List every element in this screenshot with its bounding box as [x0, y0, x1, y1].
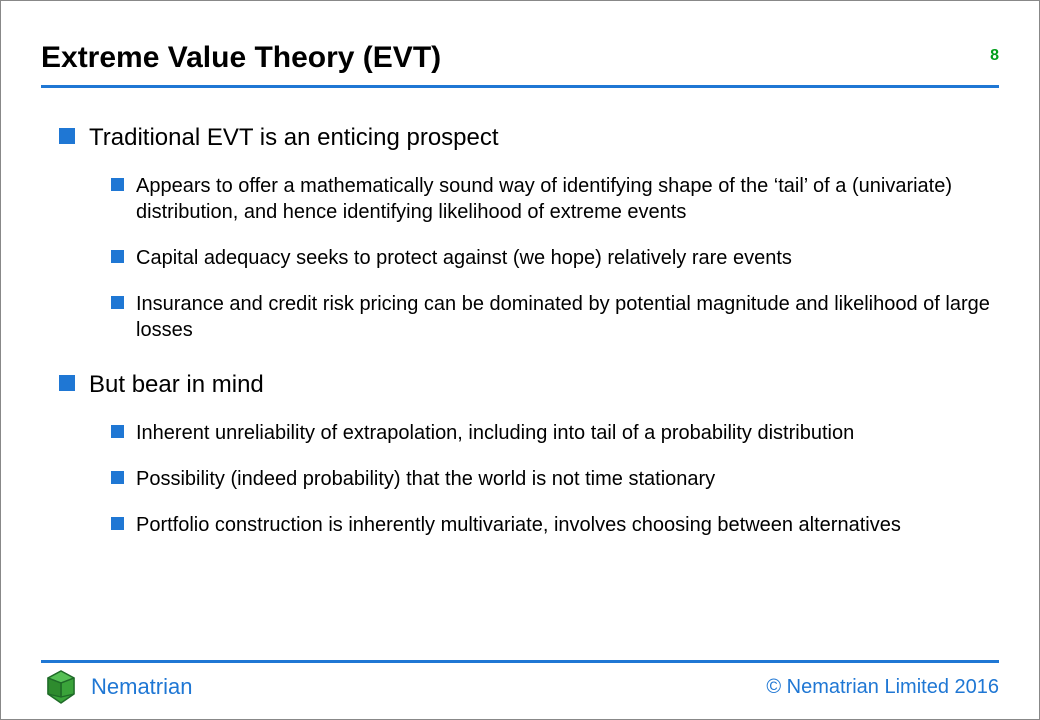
bullet-square-icon — [111, 471, 124, 484]
header: Extreme Value Theory (EVT) 8 — [41, 41, 999, 75]
bullet-square-icon — [111, 425, 124, 438]
footer-rule — [41, 660, 999, 663]
bullet-square-icon — [111, 250, 124, 263]
brand: Nematrian — [41, 667, 192, 707]
logo-icon — [41, 667, 81, 707]
bullet-item: Capital adequacy seeks to protect agains… — [111, 245, 999, 271]
bullet-text: Capital adequacy seeks to protect agains… — [136, 245, 792, 271]
bullet-text: Appears to offer a mathematically sound … — [136, 173, 999, 225]
bullet-square-icon — [111, 178, 124, 191]
bullet-square-icon — [111, 517, 124, 530]
section-heading-text: Traditional EVT is an enticing prospect — [89, 122, 499, 153]
content-area: Traditional EVT is an enticing prospect … — [41, 106, 999, 649]
bullet-text: Portfolio construction is inherently mul… — [136, 512, 901, 538]
bullet-item: Appears to offer a mathematically sound … — [111, 173, 999, 225]
title-rule — [41, 85, 999, 88]
bullet-item: Portfolio construction is inherently mul… — [111, 512, 999, 538]
bullet-item: Inherent unreliability of extrapolation,… — [111, 420, 999, 446]
section-heading-text: But bear in mind — [89, 369, 264, 400]
slide: Extreme Value Theory (EVT) 8 Traditional… — [0, 0, 1040, 720]
bullet-item: Possibility (indeed probability) that th… — [111, 466, 999, 492]
bullet-square-icon — [59, 128, 75, 144]
section-heading: But bear in mind — [59, 369, 999, 400]
bullet-text: Insurance and credit risk pricing can be… — [136, 291, 999, 343]
copyright: © Nematrian Limited 2016 — [766, 676, 999, 699]
footer: Nematrian © Nematrian Limited 2016 — [41, 665, 999, 709]
slide-title: Extreme Value Theory (EVT) — [41, 41, 441, 75]
section-heading: Traditional EVT is an enticing prospect — [59, 122, 999, 153]
bullet-text: Possibility (indeed probability) that th… — [136, 466, 715, 492]
page-number: 8 — [990, 47, 999, 65]
bullet-text: Inherent unreliability of extrapolation,… — [136, 420, 854, 446]
bullet-square-icon — [111, 296, 124, 309]
brand-name: Nematrian — [91, 674, 192, 700]
bullet-square-icon — [59, 375, 75, 391]
bullet-item: Insurance and credit risk pricing can be… — [111, 291, 999, 343]
